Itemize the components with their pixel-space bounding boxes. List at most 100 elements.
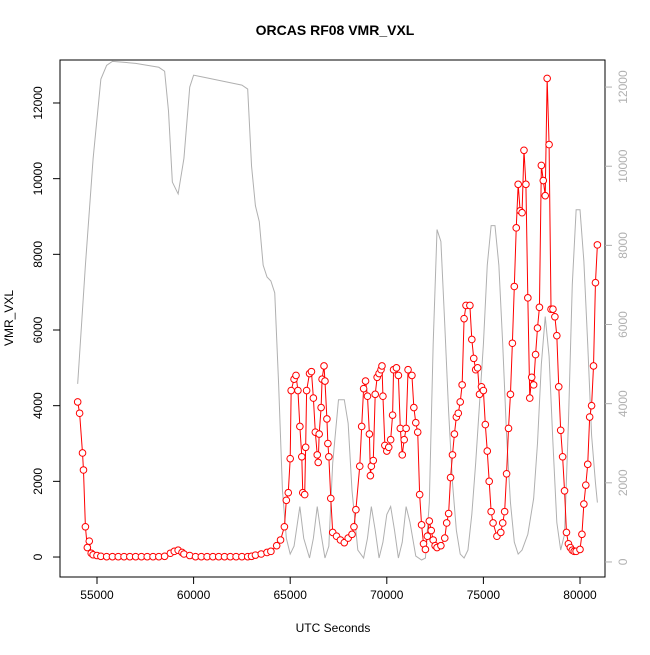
- data-point: [323, 415, 331, 423]
- data-point: [386, 435, 395, 444]
- data-point: [498, 519, 507, 527]
- data-point: [365, 430, 374, 438]
- data-point: [280, 522, 289, 531]
- y2-tick-label: 6000: [616, 311, 630, 338]
- data-point: [551, 312, 559, 321]
- data-point: [533, 324, 542, 332]
- y2-tick-label: 2000: [616, 469, 630, 496]
- data-point: [392, 364, 401, 372]
- data-point: [479, 386, 488, 395]
- y-tick-label: 0: [31, 553, 45, 560]
- data-point: [417, 521, 426, 529]
- data-point: [560, 487, 569, 495]
- data-point: [315, 430, 323, 438]
- data-point: [352, 505, 360, 514]
- data-point: [297, 452, 306, 461]
- data-point: [267, 547, 275, 556]
- y-tick-label: 10000: [31, 162, 45, 196]
- data-point: [506, 390, 515, 399]
- data-point: [545, 140, 553, 149]
- x-tick-label: 80000: [563, 588, 597, 602]
- data-point: [585, 413, 594, 421]
- data-point: [556, 426, 565, 435]
- data-point: [541, 191, 550, 200]
- data-point: [398, 451, 407, 459]
- data-point: [321, 377, 329, 385]
- data-point: [537, 161, 546, 170]
- data-point: [160, 552, 169, 561]
- data-point: [350, 522, 358, 531]
- data-point: [444, 509, 453, 518]
- data-point: [73, 398, 82, 406]
- data-point: [522, 180, 530, 189]
- data-point: [450, 430, 459, 438]
- data-point: [553, 331, 561, 340]
- data-point: [359, 384, 368, 393]
- data-point: [296, 422, 304, 431]
- data-point: [576, 545, 584, 554]
- data-point: [272, 541, 281, 550]
- plot-frame: [59, 59, 606, 578]
- data-point: [421, 545, 430, 554]
- data-point: [363, 392, 372, 401]
- y2-tick-label: 4000: [616, 390, 630, 417]
- data-point: [468, 335, 476, 344]
- data-point: [369, 456, 378, 465]
- y-tick-label: 6000: [31, 316, 45, 343]
- data-point: [317, 403, 325, 412]
- data-point: [514, 180, 522, 189]
- y-tick-label: 4000: [31, 392, 45, 419]
- data-point: [554, 382, 563, 391]
- data-point: [320, 362, 328, 370]
- data-point: [400, 435, 408, 444]
- data-point: [504, 424, 513, 433]
- data-point: [437, 541, 445, 550]
- data-point: [578, 530, 586, 539]
- data-point: [300, 490, 309, 499]
- data-point: [510, 282, 519, 291]
- data-point: [456, 398, 465, 406]
- data-point: [587, 401, 596, 410]
- data-point: [78, 449, 87, 457]
- data-point: [423, 532, 432, 541]
- y2-tick-label: 10000: [616, 149, 630, 183]
- y-tick-label: 12000: [31, 86, 45, 120]
- data-point: [348, 530, 356, 539]
- data-point: [361, 377, 370, 385]
- data-point: [411, 418, 420, 427]
- data-point: [79, 466, 88, 474]
- data-point: [448, 451, 457, 459]
- y2-tick-label: 12000: [616, 70, 630, 104]
- data-point: [549, 305, 557, 313]
- data-point: [85, 537, 94, 545]
- data-point: [425, 517, 434, 525]
- data-point: [520, 146, 528, 155]
- data-point: [427, 526, 436, 535]
- data-point: [593, 241, 602, 249]
- data-point: [525, 394, 534, 402]
- data-point: [276, 536, 285, 544]
- data-point: [489, 519, 497, 527]
- data-point: [589, 362, 598, 370]
- y-tick-label: 2000: [31, 468, 45, 495]
- data-point: [466, 301, 474, 310]
- data-point: [518, 208, 526, 217]
- data-point: [357, 422, 366, 431]
- data-point: [75, 409, 84, 418]
- data-point: [388, 411, 397, 419]
- data-point: [483, 447, 492, 455]
- data-point: [313, 451, 322, 459]
- data-point: [500, 507, 509, 516]
- y-axis-label: VMR_VXL: [2, 290, 16, 346]
- data-point: [440, 534, 449, 542]
- data-point: [309, 394, 318, 402]
- data-point: [402, 424, 410, 433]
- data-point: [314, 458, 323, 467]
- data-point: [326, 494, 335, 503]
- data-point: [502, 469, 511, 478]
- chart-title: ORCAS RF08 VMR_VXL: [256, 22, 415, 38]
- data-point: [562, 528, 571, 537]
- data-point: [301, 443, 310, 452]
- data-point: [379, 392, 387, 401]
